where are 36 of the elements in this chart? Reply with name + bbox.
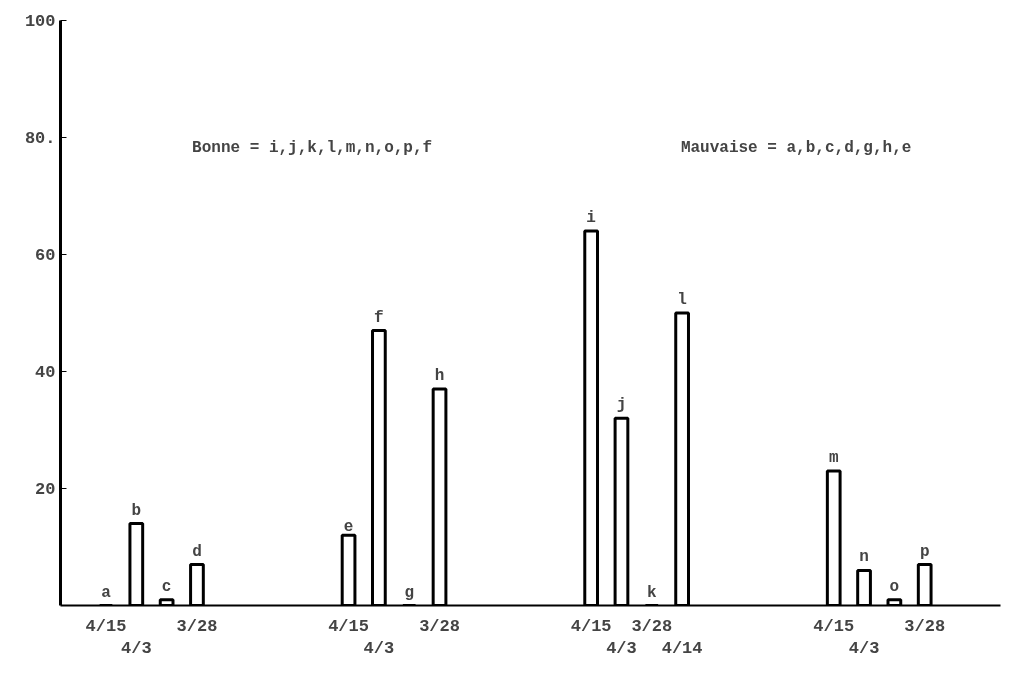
data-label: f [374,308,384,327]
x-tick-label: 3/28 [176,616,218,636]
x-tick-label: 3/28 [631,616,673,636]
data-label: c [161,577,172,596]
x-tick-label: 4/15 [85,616,127,636]
data-label: e [343,518,354,537]
data-label: b [131,501,142,520]
x-tick-label: 4/3 [363,639,395,659]
x-tick-label: 4/14 [661,639,703,659]
data-label: d [192,542,202,561]
data-label: h [434,367,445,386]
data-label: k [646,583,657,602]
data-label: j [616,396,627,415]
data-label: l [677,291,687,309]
x-tick-label: 4/3 [121,639,152,659]
x-tick-label: 4/3 [848,639,880,659]
y-tick-label: 40 [35,363,56,382]
data-label: p [919,542,930,561]
data-label: i [586,209,596,228]
x-tick-label: 4/3 [606,639,637,659]
x-tick-label: 4/15 [813,616,855,636]
y-tick-label: 100 [24,12,56,31]
annotation: Bonne = i,j,k,l,m,n,o,p,f [192,139,433,158]
data-label: o [889,577,900,596]
data-label: m [828,448,839,467]
x-tick-label: 4/15 [570,616,612,636]
annotation: Mauvaise = a,b,c,d,g,h,e [680,139,912,158]
y-tick-label: 20 [35,480,56,499]
data-label: g [404,583,415,602]
data-label: n [859,548,869,567]
data-label: a [101,583,112,602]
x-tick-label: 3/28 [904,616,946,636]
y-tick-label: 60 [35,246,56,265]
y-tick-label: 80. [24,129,56,148]
x-tick-label: 3/28 [419,616,460,636]
x-tick-label: 4/15 [328,616,369,636]
